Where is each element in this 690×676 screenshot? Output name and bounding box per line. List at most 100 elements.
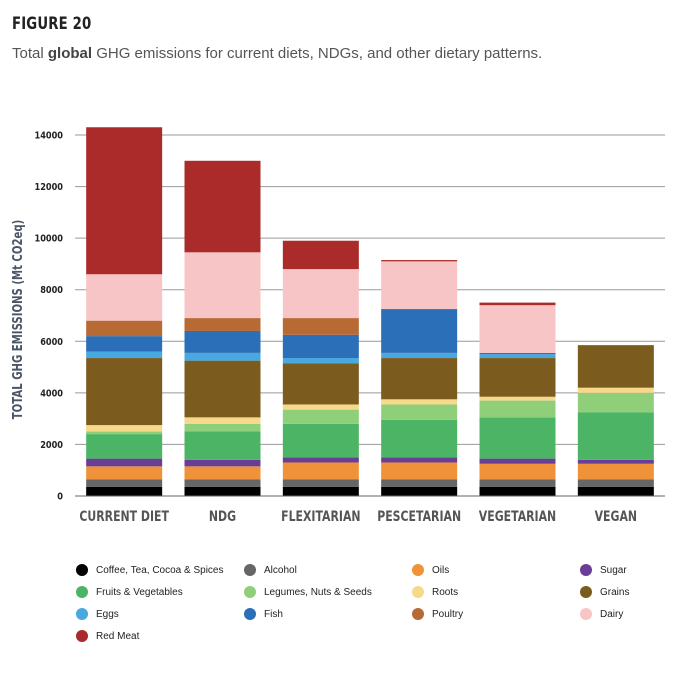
legend-label: Poultry <box>432 608 464 620</box>
bar-segment-dairy <box>184 252 261 319</box>
legend-swatch <box>76 608 88 620</box>
bar-segment-coffee-tea-cocoa-spices <box>381 486 458 496</box>
bar-segment-oils <box>86 466 163 480</box>
bar-segment-coffee-tea-cocoa-spices <box>479 486 556 496</box>
legend-swatch <box>76 586 88 598</box>
legend-swatch <box>580 564 592 576</box>
x-tick-label: PESCETARIAN <box>377 508 461 525</box>
legend-label: Fruits & Vegetables <box>96 586 183 598</box>
bar-segment-dairy <box>381 261 458 310</box>
bar-segment-sugar <box>577 459 654 464</box>
legend-label: Legumes, Nuts & Seeds <box>264 586 372 598</box>
legend-swatch <box>244 586 256 598</box>
y-tick-label: 14000 <box>35 131 63 142</box>
bar-segment-roots <box>479 396 556 401</box>
bar-segment-fruits-vegetables <box>577 412 654 460</box>
legend-item-roots: Roots <box>412 586 458 598</box>
figure-label: FIGURE 20 <box>12 14 92 34</box>
bar-segment-sugar <box>381 457 458 463</box>
bar-segment-poultry <box>282 318 359 335</box>
x-tick-label: CURRENT DIET <box>79 508 169 525</box>
bar-segment-coffee-tea-cocoa-spices <box>282 486 359 496</box>
legend-swatch <box>412 564 424 576</box>
bar-segment-legumes-nuts-seeds <box>381 404 458 420</box>
legend-label: Sugar <box>600 564 627 576</box>
legend-swatch <box>580 586 592 598</box>
legend-item-poultry: Poultry <box>412 608 463 620</box>
legend-item-coffee-tea-cocoa-spices: Coffee, Tea, Cocoa & Spices <box>76 564 224 576</box>
stacked-bar-chart: 0 2000 4000 6000 8000 10000 12000 14000 TOTAL GH… <box>10 127 665 525</box>
legend-label: Roots <box>432 586 459 598</box>
bar-segment-red-meat <box>479 302 556 306</box>
bar-segment-grains <box>86 358 163 426</box>
bar-segment-oils <box>577 463 654 480</box>
legend-item-oils: Oils <box>412 564 449 576</box>
bar-segment-eggs <box>381 352 458 359</box>
y-axis-title: TOTAL GHG EMISSIONS (Mt CO2eq) <box>10 220 26 420</box>
legend-item-legumes-nuts-seeds: Legumes, Nuts & Seeds <box>244 586 372 598</box>
bar-segment-oils <box>381 462 458 480</box>
bar-segment-coffee-tea-cocoa-spices <box>184 486 261 496</box>
bar-segment-alcohol <box>381 479 458 487</box>
bar-segment-sugar <box>479 458 556 464</box>
bar-segment-legumes-nuts-seeds <box>479 400 556 418</box>
bar-segment-fruits-vegetables <box>184 431 261 460</box>
bar-segment-alcohol <box>479 479 556 487</box>
bar-segment-alcohol <box>577 479 654 487</box>
y-tick-label: 4000 <box>40 389 63 400</box>
bar-segment-legumes-nuts-seeds <box>86 431 163 435</box>
legend-item-fish: Fish <box>244 608 283 620</box>
bar-segment-alcohol <box>86 479 163 487</box>
y-tick-label: 0 <box>57 492 63 503</box>
bar-segment-legumes-nuts-seeds <box>577 392 654 413</box>
legend-item-eggs: Eggs <box>76 608 119 620</box>
bar-segment-fruits-vegetables <box>86 434 163 459</box>
bar-segment-poultry <box>86 320 163 337</box>
chart-legend: Coffee, Tea, Cocoa & Spices Alcohol Oils Su… <box>76 560 676 660</box>
legend-label: Dairy <box>600 608 624 620</box>
bar-segment-dairy <box>282 269 359 319</box>
bar-segment-red-meat <box>184 160 261 253</box>
legend-label: Oils <box>432 564 450 576</box>
y-tick-label: 2000 <box>40 440 63 451</box>
bar-segment-alcohol <box>282 479 359 487</box>
legend-label: Grains <box>600 586 630 598</box>
bar-segment-fish <box>381 309 458 353</box>
subtitle-pre: Total <box>12 45 48 62</box>
bar-segment-red-meat <box>86 127 163 275</box>
legend-item-fruits-vegetables: Fruits & Vegetables <box>76 586 183 598</box>
legend-label: Fish <box>264 608 283 620</box>
bar-segment-roots <box>381 399 458 405</box>
bar-segment-oils <box>479 463 556 480</box>
bar-segment-red-meat <box>381 260 458 262</box>
bar-segment-dairy <box>479 305 556 353</box>
bar-segment-alcohol <box>184 479 261 487</box>
bar-segment-legumes-nuts-seeds <box>184 423 261 432</box>
bar-segment-dairy <box>86 274 163 321</box>
legend-label: Eggs <box>96 608 119 620</box>
bar-segment-roots <box>577 387 654 393</box>
bar-segment-sugar <box>282 457 359 463</box>
bar-segment-grains <box>282 363 359 405</box>
y-tick-label: 6000 <box>40 337 63 348</box>
bar-segment-eggs <box>282 358 359 364</box>
subtitle-bold: global <box>47 45 93 62</box>
bar-segment-eggs <box>479 354 556 359</box>
bar-segment-grains <box>479 358 556 397</box>
bar-segment-oils <box>184 466 261 480</box>
legend-swatch <box>76 564 88 576</box>
legend-item-red-meat: Red Meat <box>76 630 139 642</box>
bar-segment-grains <box>577 345 654 388</box>
legend-swatch <box>76 630 88 642</box>
legend-swatch <box>244 608 256 620</box>
legend-swatch <box>580 608 592 620</box>
bar-segment-fish <box>184 330 261 353</box>
bar-segment-red-meat <box>282 240 359 270</box>
bar-segment-fish <box>282 334 359 359</box>
bar-segment-oils <box>282 462 359 480</box>
y-tick-label: 8000 <box>40 286 63 297</box>
subtitle-post: GHG emissions for current diets, NDGs, a… <box>92 45 543 62</box>
y-tick-label: 12000 <box>35 182 63 193</box>
y-tick-label: 10000 <box>35 234 63 245</box>
bar-segment-roots <box>184 417 261 424</box>
